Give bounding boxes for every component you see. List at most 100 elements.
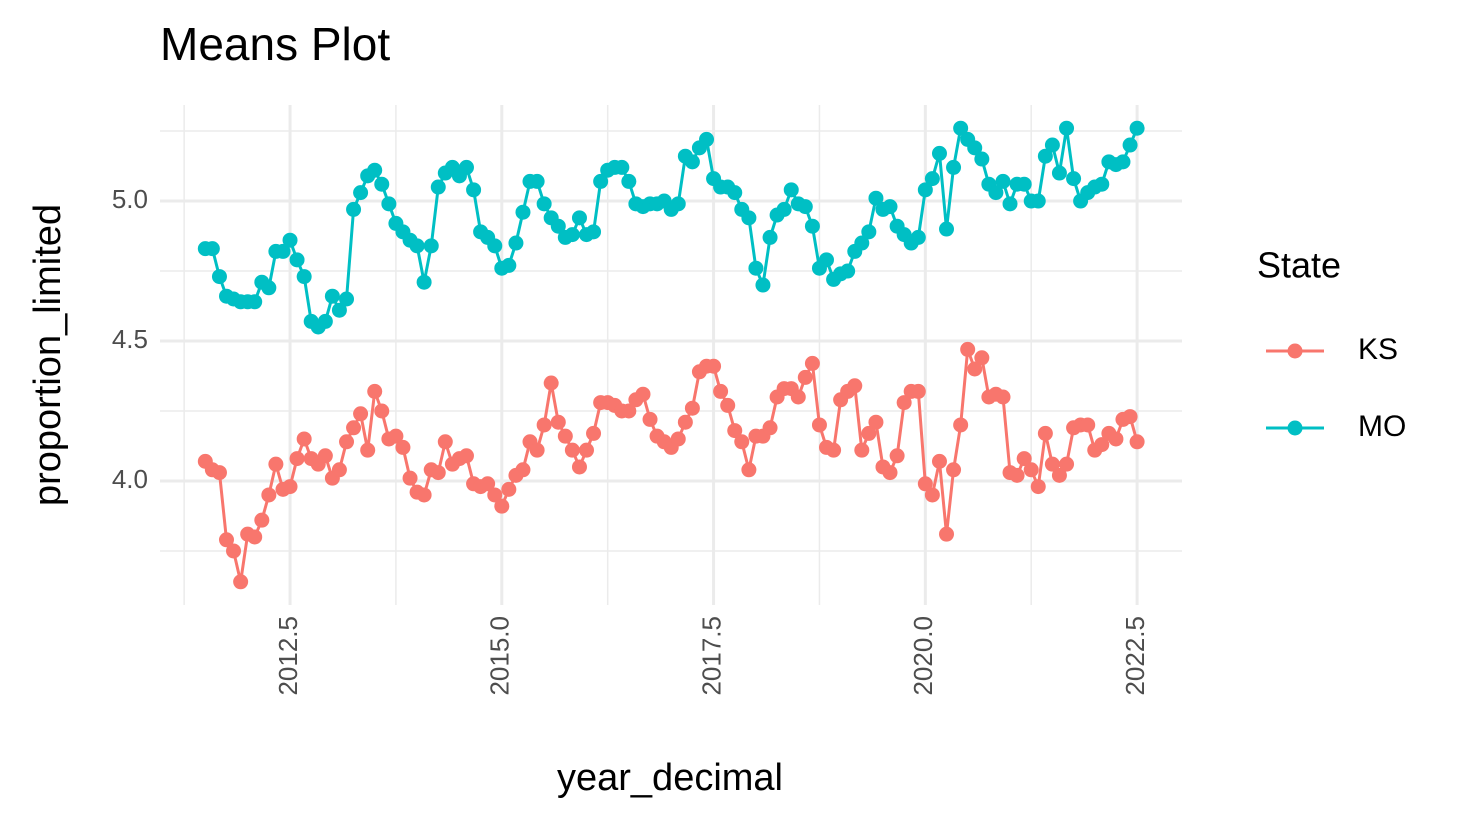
data-point: [868, 414, 884, 430]
data-point: [960, 341, 976, 357]
data-point: [635, 386, 651, 402]
data-point: [1009, 467, 1025, 483]
data-point: [571, 459, 587, 475]
data-point: [748, 260, 764, 276]
data-point: [797, 199, 813, 215]
data-point: [1037, 148, 1053, 164]
data-point: [684, 400, 700, 416]
data-point: [233, 574, 249, 590]
data-point: [1129, 120, 1145, 136]
data-point: [515, 462, 531, 478]
data-point: [720, 397, 736, 413]
data-point: [727, 423, 743, 439]
data-point: [762, 420, 778, 436]
data-point: [1030, 479, 1046, 495]
data-point: [586, 425, 602, 441]
data-point: [324, 288, 340, 304]
data-point: [395, 439, 411, 455]
data-point: [1016, 451, 1032, 467]
data-point: [1094, 176, 1110, 192]
x-tick-label: 2012.5: [273, 616, 303, 696]
data-point: [331, 462, 347, 478]
data-point: [713, 383, 729, 399]
data-point: [416, 487, 432, 503]
legend-label: KS: [1358, 333, 1398, 366]
data-point: [783, 182, 799, 198]
data-point: [416, 274, 432, 290]
data-point: [917, 476, 933, 492]
data-point: [501, 481, 517, 497]
y-axis-label: proportion_limited: [27, 204, 69, 506]
data-point: [776, 201, 792, 217]
data-point: [684, 154, 700, 170]
legend-label: MO: [1358, 410, 1406, 443]
x-tick-label: 2020.0: [908, 616, 938, 696]
data-point: [437, 434, 453, 450]
data-point: [699, 131, 715, 147]
data-point: [466, 182, 482, 198]
data-point: [289, 451, 305, 467]
data-point: [388, 428, 404, 444]
data-point: [367, 383, 383, 399]
data-point: [1002, 196, 1018, 212]
data-point: [430, 179, 446, 195]
data-point: [296, 431, 312, 447]
data-point: [614, 159, 630, 175]
data-point: [1044, 456, 1060, 472]
data-point: [924, 171, 940, 187]
data-point: [289, 252, 305, 268]
legend-title: State: [1257, 245, 1341, 286]
data-point: [1080, 417, 1096, 433]
data-point: [889, 448, 905, 464]
data-point: [593, 173, 609, 189]
data-point: [804, 355, 820, 371]
data-point: [1037, 425, 1053, 441]
data-point: [734, 434, 750, 450]
data-point: [924, 487, 940, 503]
data-point: [529, 442, 545, 458]
data-point: [706, 358, 722, 374]
data-point: [762, 229, 778, 245]
data-point: [854, 235, 870, 251]
data-point: [346, 201, 362, 217]
data-point: [1059, 456, 1075, 472]
data-point: [564, 227, 580, 243]
data-point: [953, 417, 969, 433]
data-point: [430, 465, 446, 481]
data-point: [1051, 165, 1067, 181]
x-tick-label: 2015.0: [485, 616, 515, 696]
data-point: [797, 369, 813, 385]
data-point: [458, 159, 474, 175]
data-point: [211, 465, 227, 481]
data-point: [946, 462, 962, 478]
legend-key-point: [1287, 420, 1303, 436]
data-point: [840, 263, 856, 279]
x-tick-label: 2017.5: [696, 616, 726, 696]
data-point: [515, 204, 531, 220]
data-point: [931, 145, 947, 161]
data-point: [931, 453, 947, 469]
data-point: [670, 196, 686, 212]
data-point: [670, 431, 686, 447]
data-point: [367, 162, 383, 178]
data-point: [811, 417, 827, 433]
chart-title: Means Plot: [160, 18, 390, 70]
data-point: [458, 448, 474, 464]
data-point: [261, 280, 277, 296]
data-point: [741, 210, 757, 226]
data-point: [621, 403, 637, 419]
data-point: [353, 185, 369, 201]
data-point: [939, 221, 955, 237]
data-point: [910, 229, 926, 245]
data-point: [353, 406, 369, 422]
data-point: [790, 389, 806, 405]
data-point: [677, 414, 693, 430]
data-point: [1066, 171, 1082, 187]
data-point: [339, 291, 355, 307]
data-point: [988, 185, 1004, 201]
data-point: [854, 442, 870, 458]
data-point: [804, 218, 820, 234]
data-point: [586, 224, 602, 240]
data-point: [882, 199, 898, 215]
